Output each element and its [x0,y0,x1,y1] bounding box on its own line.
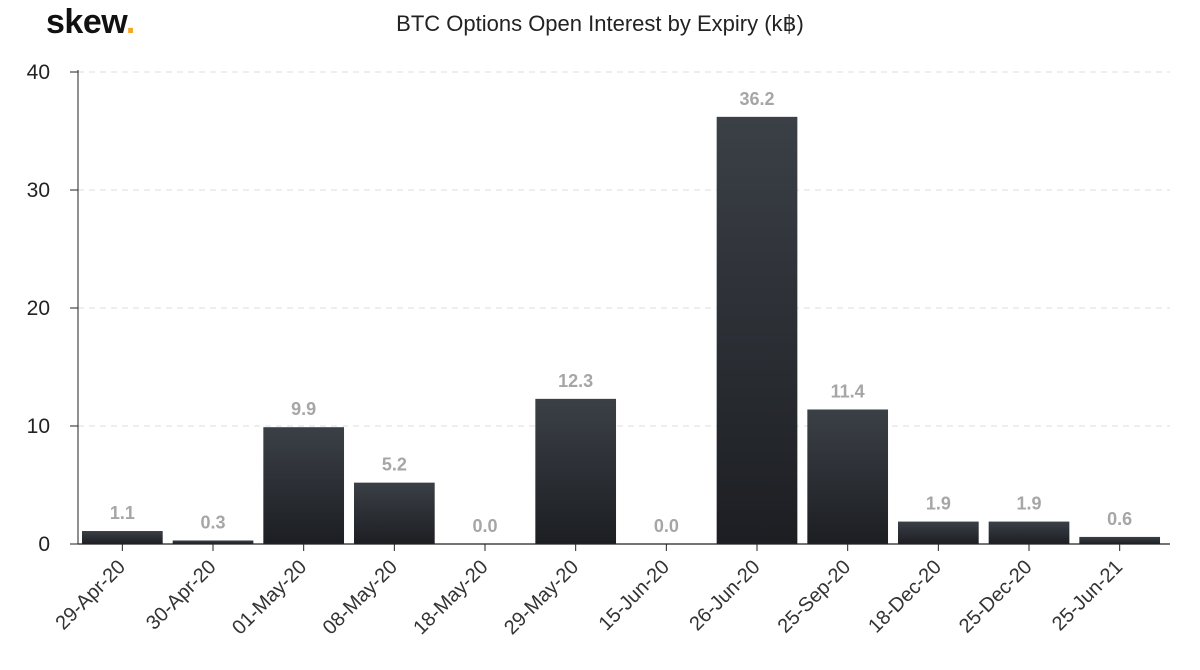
axes [77,70,1170,545]
x-tick-label: 30-Apr-20 [142,556,220,634]
bar [172,540,254,544]
x-tick-label: 01-May-20 [228,556,311,639]
x-tick-label: 18-Dec-20 [864,556,946,638]
y-axis-ticks: 0 10 20 30 40 [27,61,78,556]
y-tick-label: 20 [27,297,50,320]
data-labels: 1.1 0.3 9.9 5.2 0.0 12.3 0.0 36.2 11.4 1.9 1.9 0.6 [110,89,1132,536]
x-tick-label: 29-Apr-20 [51,556,129,634]
chart-title: BTC Options Open Interest by Expiry (k฿) [396,11,804,36]
data-label: 9.9 [291,399,316,419]
bar [807,409,889,544]
data-label: 0.0 [472,516,497,536]
bar [716,116,798,544]
bars [82,116,1161,544]
data-label: 36.2 [739,89,774,109]
bar [1079,536,1161,544]
data-label: 0.6 [1107,509,1132,529]
data-label: 0.3 [200,512,225,532]
bar [988,521,1070,544]
x-tick-label: 18-May-20 [409,556,492,639]
data-label: 5.2 [382,455,407,475]
x-tick-label: 15-Jun-20 [595,556,674,635]
bar [535,398,617,544]
skew-logo: skew. [46,0,135,44]
grid-lines [78,71,1170,427]
data-label: 1.9 [1016,494,1041,514]
data-label: 12.3 [558,371,593,391]
y-tick-label: 30 [27,179,50,202]
x-tick-label: 29-May-20 [500,556,583,639]
bar [263,427,345,544]
x-tick-label: 25-Jun-21 [1048,556,1127,635]
bar [898,521,979,544]
data-label: 0.0 [654,516,679,536]
x-axis-ticks: 29-Apr-20 30-Apr-20 01-May-20 08-May-20 18-M… [51,544,1127,639]
x-tick-label: 26-Jun-20 [685,556,764,635]
bar [82,531,163,544]
x-tick-label: 25-Sep-20 [774,556,856,638]
data-label: 1.1 [110,503,135,523]
y-tick-label: 10 [27,415,50,438]
x-tick-label: 08-May-20 [319,556,402,639]
logo-text: skew [46,3,126,41]
data-label: 11.4 [831,381,865,401]
data-label: 1.9 [926,494,951,514]
bar [354,482,435,544]
y-tick-label: 40 [27,61,50,84]
x-tick-label: 25-Dec-20 [955,556,1037,638]
y-tick-label: 0 [38,533,50,556]
logo-dot: . [125,3,135,41]
